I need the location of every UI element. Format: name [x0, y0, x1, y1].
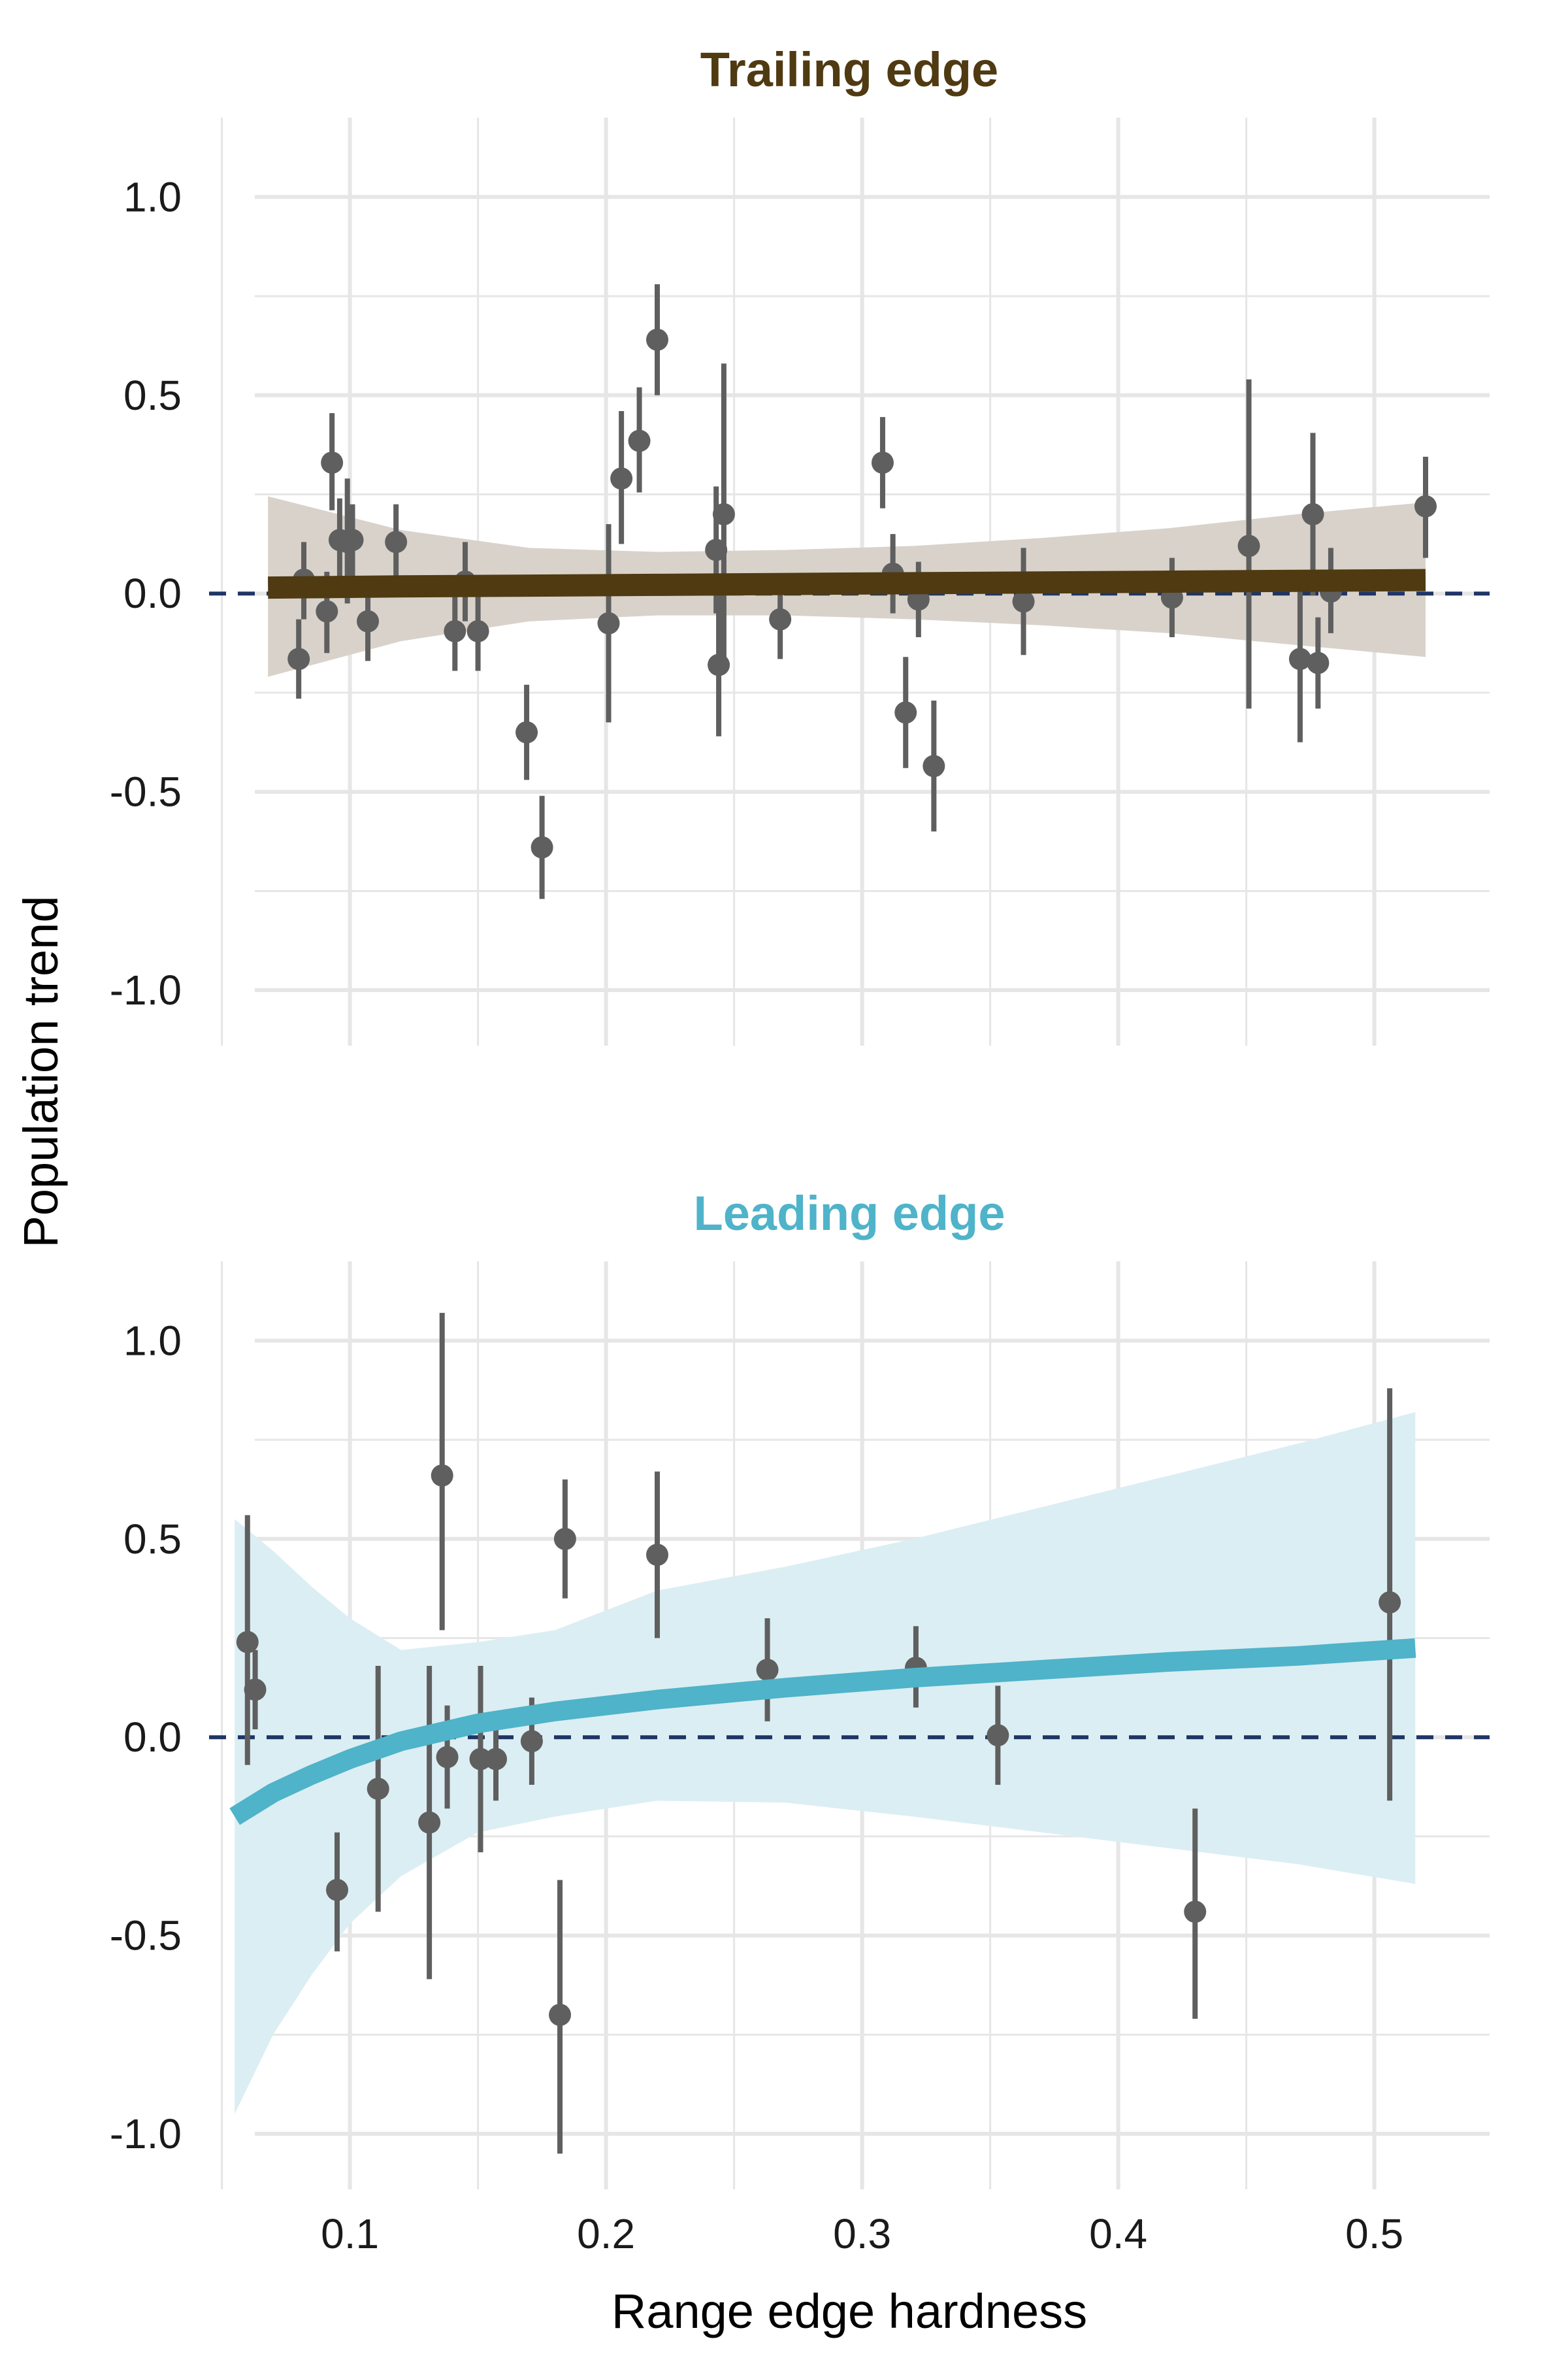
panel-title: Trailing edge	[700, 42, 998, 97]
data-point	[385, 531, 408, 554]
x-tick-label: 0.5	[1345, 2210, 1403, 2257]
data-point	[610, 467, 633, 490]
data-point	[287, 648, 310, 671]
x-tick-label: 0.3	[833, 2210, 891, 2257]
data-point	[923, 755, 945, 778]
data-point	[321, 451, 344, 474]
data-point	[597, 612, 620, 635]
data-point	[326, 1878, 348, 1901]
leading-edge-panel: Leading edge 1.0 0.5 0.0 -0.5 -1.0 0.1 0.2 0.3 0.…	[110, 1186, 1490, 2257]
data-point	[531, 836, 553, 859]
data-point	[1301, 503, 1324, 525]
fit-line	[229, 1638, 1416, 1825]
data-point	[894, 701, 917, 724]
data-point	[485, 1748, 508, 1770]
data-point	[236, 1631, 259, 1653]
y-tick-label: -1.0	[110, 967, 182, 1014]
data-point	[1414, 495, 1437, 518]
y-tick-label: 0.0	[123, 1714, 182, 1761]
confidence-band	[235, 1412, 1416, 2114]
data-point	[444, 620, 466, 642]
data-point	[436, 1746, 459, 1768]
data-point	[244, 1678, 267, 1701]
y-tick-label: 0.5	[123, 372, 182, 419]
data-point	[987, 1724, 1009, 1747]
y-tick-label: 0.0	[123, 570, 182, 617]
data-point	[515, 721, 538, 744]
data-point	[1237, 535, 1260, 557]
data-point	[871, 451, 894, 474]
data-point	[1184, 1900, 1207, 1923]
data-point	[466, 620, 489, 642]
data-point	[553, 1527, 576, 1550]
x-tick-label: 0.4	[1089, 2210, 1147, 2257]
data-point	[418, 1811, 441, 1834]
data-point	[357, 610, 380, 633]
data-point	[1288, 648, 1311, 671]
data-point	[469, 1748, 492, 1770]
y-tick-label: 1.0	[123, 173, 182, 220]
data-point	[646, 328, 668, 351]
data-point	[705, 539, 728, 561]
data-point	[756, 1659, 779, 1682]
data-point	[712, 503, 735, 525]
data-point	[1379, 1591, 1401, 1614]
y-tick-label: -0.5	[110, 769, 182, 816]
y-tick-label: -0.5	[110, 1912, 182, 1959]
data-point	[367, 1778, 389, 1800]
data-point	[549, 2003, 572, 2026]
data-point	[1012, 590, 1035, 613]
y-tick-label: 0.5	[123, 1516, 182, 1563]
data-point	[520, 1730, 543, 1753]
y-tick-label: 1.0	[123, 1317, 182, 1364]
x-tick-label: 0.1	[321, 2210, 379, 2257]
data-point	[431, 1464, 453, 1487]
y-tick-label: -1.0	[110, 2110, 182, 2157]
x-tick-label: 0.2	[577, 2210, 635, 2257]
y-axis-title: Population trend	[14, 896, 68, 1248]
data-point	[628, 429, 651, 452]
data-point	[341, 529, 364, 552]
trailing-edge-panel: Trailing edge 1.0 0.5 0.0 -0.5 -1.0	[110, 42, 1490, 1046]
data-point	[769, 608, 792, 631]
panel-title: Leading edge	[694, 1186, 1005, 1240]
fit-line	[268, 569, 1426, 599]
data-point	[1307, 652, 1330, 674]
data-point	[708, 654, 730, 676]
data-point	[316, 600, 338, 623]
data-point	[646, 1544, 668, 1567]
x-axis-title: Range edge hardness	[612, 2284, 1087, 2338]
